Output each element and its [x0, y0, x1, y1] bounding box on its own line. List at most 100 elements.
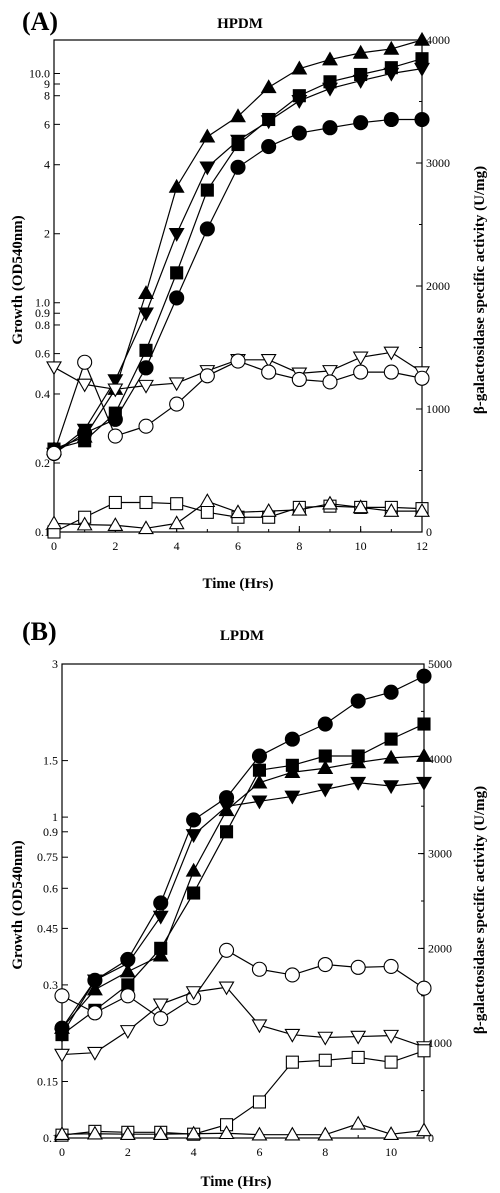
- y-right-tick-label: 2000: [426, 279, 450, 293]
- data-point: [384, 732, 398, 746]
- data-point: [168, 178, 185, 193]
- data-point: [291, 95, 308, 109]
- series-open-circle: [46, 353, 430, 461]
- data-point: [108, 495, 122, 510]
- y-right-tick-label: 2000: [428, 941, 452, 955]
- plot-frame: [61, 663, 425, 1139]
- data-point: [86, 974, 103, 989]
- data-point: [322, 495, 338, 510]
- data-point: [317, 1031, 334, 1046]
- data-point: [383, 502, 400, 517]
- series-open-triangle-down: [54, 981, 432, 1063]
- series-filled-square: [55, 717, 431, 1042]
- x-tick-label: 8: [296, 539, 302, 553]
- y-axis-left-label-b: Growth (OD540nm): [10, 840, 26, 969]
- data-point: [152, 947, 169, 962]
- data-point: [46, 445, 62, 461]
- data-point: [291, 60, 308, 75]
- y-left-tick-label: 0.8: [35, 318, 50, 332]
- data-point: [383, 346, 400, 361]
- chart-panel-b: (B) LPDM Time (Hrs) Growth (OD540nm) β-g…: [10, 617, 488, 1190]
- data-point: [322, 120, 338, 136]
- data-point: [285, 1055, 299, 1069]
- data-point: [352, 44, 369, 59]
- panel-label-b: (B): [22, 617, 57, 646]
- data-point: [284, 790, 301, 805]
- y-left-tick-label: 0.6: [43, 881, 58, 895]
- data-point: [168, 515, 185, 530]
- series-line: [61, 949, 425, 1020]
- y-right-tick-label: 0: [426, 525, 432, 539]
- series-open-triangle-up: [46, 493, 430, 535]
- data-point: [383, 749, 400, 764]
- data-point: [383, 111, 399, 128]
- data-point: [120, 988, 136, 1004]
- y-right-tick-label: 3000: [428, 847, 452, 861]
- series-open-square: [55, 1044, 431, 1142]
- y-right-tick-label: 5000: [428, 657, 452, 671]
- series-line: [61, 1050, 425, 1136]
- data-point: [77, 354, 93, 370]
- data-point: [107, 517, 124, 532]
- x-tick-label: 6: [256, 1145, 262, 1159]
- series-line: [61, 675, 425, 1029]
- data-point: [284, 731, 300, 747]
- data-point: [318, 1053, 332, 1067]
- series-filled-triangle-down: [54, 776, 432, 1043]
- chart-title-a: HPDM: [217, 16, 263, 32]
- data-point: [185, 1125, 202, 1140]
- data-point: [218, 942, 235, 958]
- data-point: [138, 307, 154, 322]
- data-point: [46, 361, 62, 376]
- x-tick-label: 12: [416, 539, 428, 553]
- data-point: [107, 383, 124, 398]
- series-line: [61, 723, 425, 1036]
- y-left-tick-label: 0.1: [35, 525, 50, 539]
- data-point: [351, 1050, 365, 1064]
- data-point: [414, 370, 430, 386]
- data-point: [317, 783, 334, 798]
- data-point: [138, 285, 154, 300]
- y-right-tick-label: 1000: [428, 1036, 452, 1050]
- data-point: [352, 351, 369, 366]
- y-axis-right-label-b: β-galactosidase specific activity (U/mg): [472, 786, 488, 1034]
- data-point: [291, 501, 308, 516]
- y-right-tick-label: 4000: [428, 752, 452, 766]
- data-point: [350, 693, 366, 709]
- data-point: [252, 1095, 267, 1109]
- data-point: [186, 812, 202, 828]
- data-point: [187, 886, 201, 900]
- data-point: [230, 159, 246, 175]
- data-point: [200, 505, 214, 519]
- y-left-tick-label: 0.4: [35, 387, 50, 401]
- data-point: [414, 62, 430, 77]
- data-point: [260, 115, 277, 130]
- y-left-tick-label: 0.75: [37, 850, 58, 864]
- y-left-tick-label: 0.3: [43, 978, 58, 992]
- data-point: [54, 1028, 70, 1043]
- data-point: [260, 353, 277, 368]
- data-point: [230, 504, 246, 519]
- data-point: [170, 497, 184, 511]
- data-point: [383, 40, 400, 55]
- y-left-tick-label: 0.45: [37, 921, 58, 935]
- series-line: [61, 755, 425, 1029]
- x-tick-label: 4: [174, 539, 180, 553]
- y-right-tick-label: 1000: [426, 402, 450, 416]
- y-left-tick-label: 10.0: [29, 66, 50, 80]
- y-axis-left-label-a: Growth (OD540nm): [10, 215, 26, 344]
- data-point: [169, 396, 185, 412]
- data-point: [199, 128, 216, 143]
- data-point: [251, 795, 268, 810]
- data-point: [383, 1126, 400, 1141]
- series-line: [61, 1123, 425, 1136]
- data-point: [219, 825, 234, 839]
- data-point: [218, 981, 235, 996]
- data-point: [218, 1125, 235, 1140]
- data-point: [107, 374, 124, 389]
- data-point: [284, 1126, 301, 1141]
- data-point: [353, 115, 369, 131]
- y-left-tick-label: 1.5: [43, 754, 58, 768]
- y-left-tick-label: 6: [44, 117, 50, 131]
- x-tick-label: 6: [235, 539, 241, 553]
